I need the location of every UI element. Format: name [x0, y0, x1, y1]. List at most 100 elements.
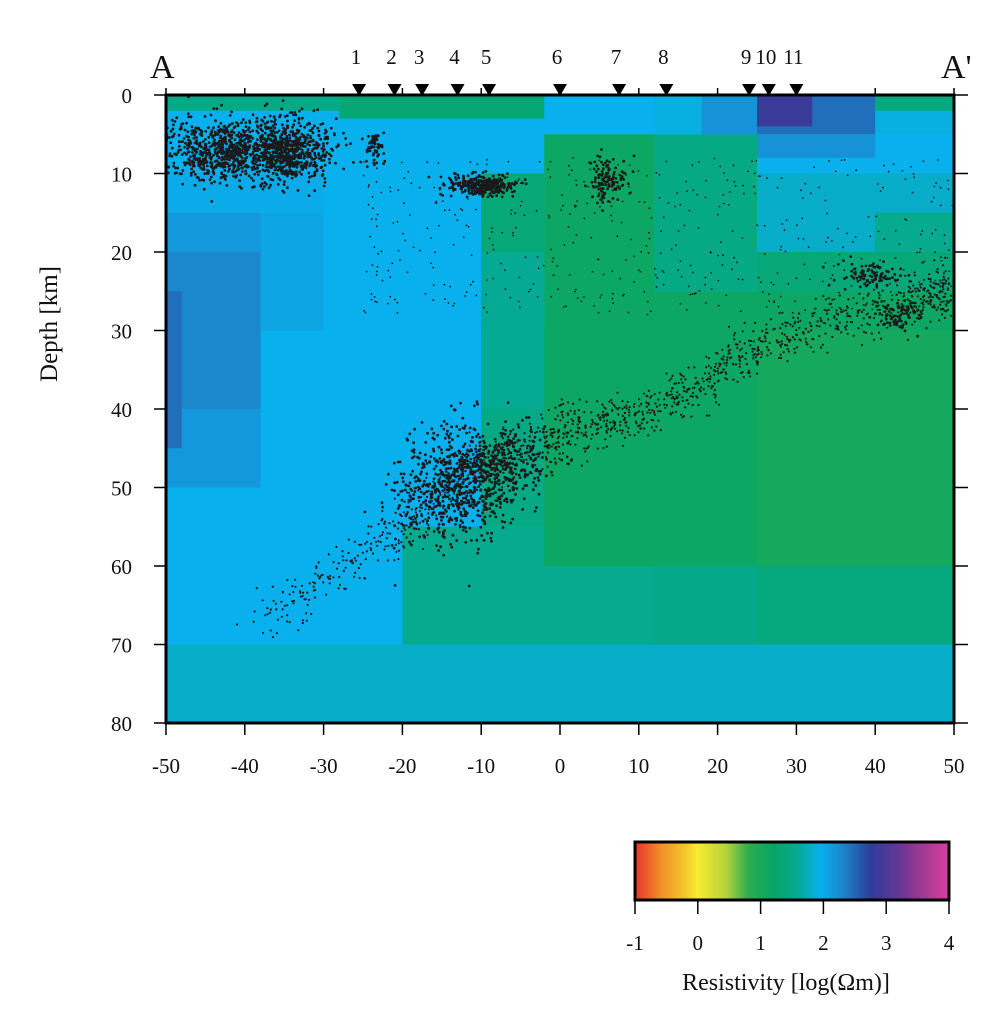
hypocenter	[443, 436, 447, 440]
hypocenter	[344, 143, 348, 147]
hypocenter	[538, 472, 542, 476]
hypocenter	[250, 166, 254, 170]
hypocenter	[549, 160, 552, 163]
hypocenter	[426, 520, 429, 523]
resistivity-cell	[757, 566, 954, 645]
hypocenter	[864, 304, 867, 307]
hypocenter	[283, 604, 286, 607]
hypocenter	[426, 431, 429, 435]
hypocenter	[917, 289, 920, 292]
hypocenter	[291, 600, 294, 603]
hypocenter	[743, 321, 746, 324]
hypocenter	[263, 131, 267, 135]
hypocenter	[491, 244, 494, 246]
hypocenter	[452, 243, 455, 246]
hypocenter	[506, 435, 510, 439]
hypocenter	[322, 144, 325, 148]
hypocenter	[576, 200, 578, 203]
hypocenter	[842, 246, 845, 249]
hypocenter	[365, 270, 368, 273]
hypocenter	[485, 445, 488, 448]
hypocenter	[491, 502, 494, 506]
hypocenter	[373, 296, 376, 298]
hypocenter	[476, 163, 479, 166]
hypocenter	[633, 402, 636, 406]
hypocenter	[297, 629, 300, 632]
hypocenter	[172, 123, 175, 127]
hypocenter	[835, 324, 838, 327]
hypocenter	[768, 341, 771, 345]
hypocenter	[230, 143, 233, 147]
hypocenter	[445, 422, 449, 426]
hypocenter	[411, 539, 414, 543]
hypocenter	[222, 140, 226, 144]
hypocenter	[376, 544, 379, 547]
hypocenter	[849, 255, 853, 258]
hypocenter	[389, 190, 392, 193]
hypocenter	[565, 305, 567, 308]
hypocenter	[404, 488, 407, 492]
hypocenter	[852, 272, 855, 274]
hypocenter	[562, 402, 565, 405]
hypocenter	[472, 427, 476, 431]
hypocenter	[425, 495, 429, 498]
hypocenter	[305, 612, 308, 615]
hypocenter	[582, 433, 586, 436]
hypocenter	[602, 273, 605, 276]
hypocenter	[306, 133, 310, 137]
hypocenter	[430, 427, 434, 431]
hypocenter	[478, 444, 482, 448]
hypocenter	[344, 137, 347, 140]
hypocenter	[755, 360, 758, 363]
hypocenter	[200, 130, 204, 133]
hypocenter	[425, 530, 428, 533]
hypocenter	[452, 492, 456, 495]
hypocenter	[713, 388, 716, 392]
hypocenter	[838, 291, 840, 294]
hypocenter	[483, 515, 487, 519]
hypocenter	[693, 366, 696, 369]
hypocenter	[306, 603, 309, 607]
hypocenter	[618, 173, 622, 177]
hypocenter	[628, 164, 631, 166]
hypocenter	[442, 530, 445, 534]
hypocenter	[929, 320, 932, 323]
hypocenter	[510, 190, 514, 194]
hypocenter	[723, 362, 726, 365]
hypocenter	[836, 313, 839, 316]
hypocenter	[447, 176, 451, 180]
hypocenter	[172, 164, 176, 168]
hypocenter	[195, 150, 199, 154]
hypocenter	[461, 481, 464, 484]
hypocenter	[426, 490, 429, 493]
hypocenter	[482, 171, 484, 174]
hypocenter	[882, 276, 886, 280]
hypocenter	[694, 376, 697, 379]
hypocenter	[420, 496, 423, 499]
hypocenter	[570, 435, 573, 438]
hypocenter	[473, 182, 477, 185]
hypocenter	[508, 443, 511, 447]
hypocenter	[623, 406, 626, 409]
hypocenter	[465, 431, 468, 435]
hypocenter	[319, 166, 323, 170]
hypocenter	[450, 518, 454, 522]
hypocenter	[307, 171, 311, 175]
hypocenter	[178, 127, 182, 131]
hypocenter	[943, 295, 946, 298]
hypocenter	[287, 151, 290, 155]
hypocenter	[821, 265, 825, 269]
hypocenter	[429, 455, 433, 458]
hypocenter	[372, 145, 376, 149]
hypocenter	[448, 497, 451, 501]
hypocenter	[745, 352, 748, 355]
hypocenter	[481, 451, 484, 454]
hypocenter	[294, 170, 298, 174]
hypocenter	[474, 450, 478, 454]
hypocenter	[929, 303, 932, 306]
hypocenter	[447, 467, 450, 470]
resistivity-cell	[166, 173, 324, 213]
hypocenter	[193, 155, 196, 159]
hypocenter	[247, 174, 251, 178]
hypocenter	[864, 284, 868, 288]
